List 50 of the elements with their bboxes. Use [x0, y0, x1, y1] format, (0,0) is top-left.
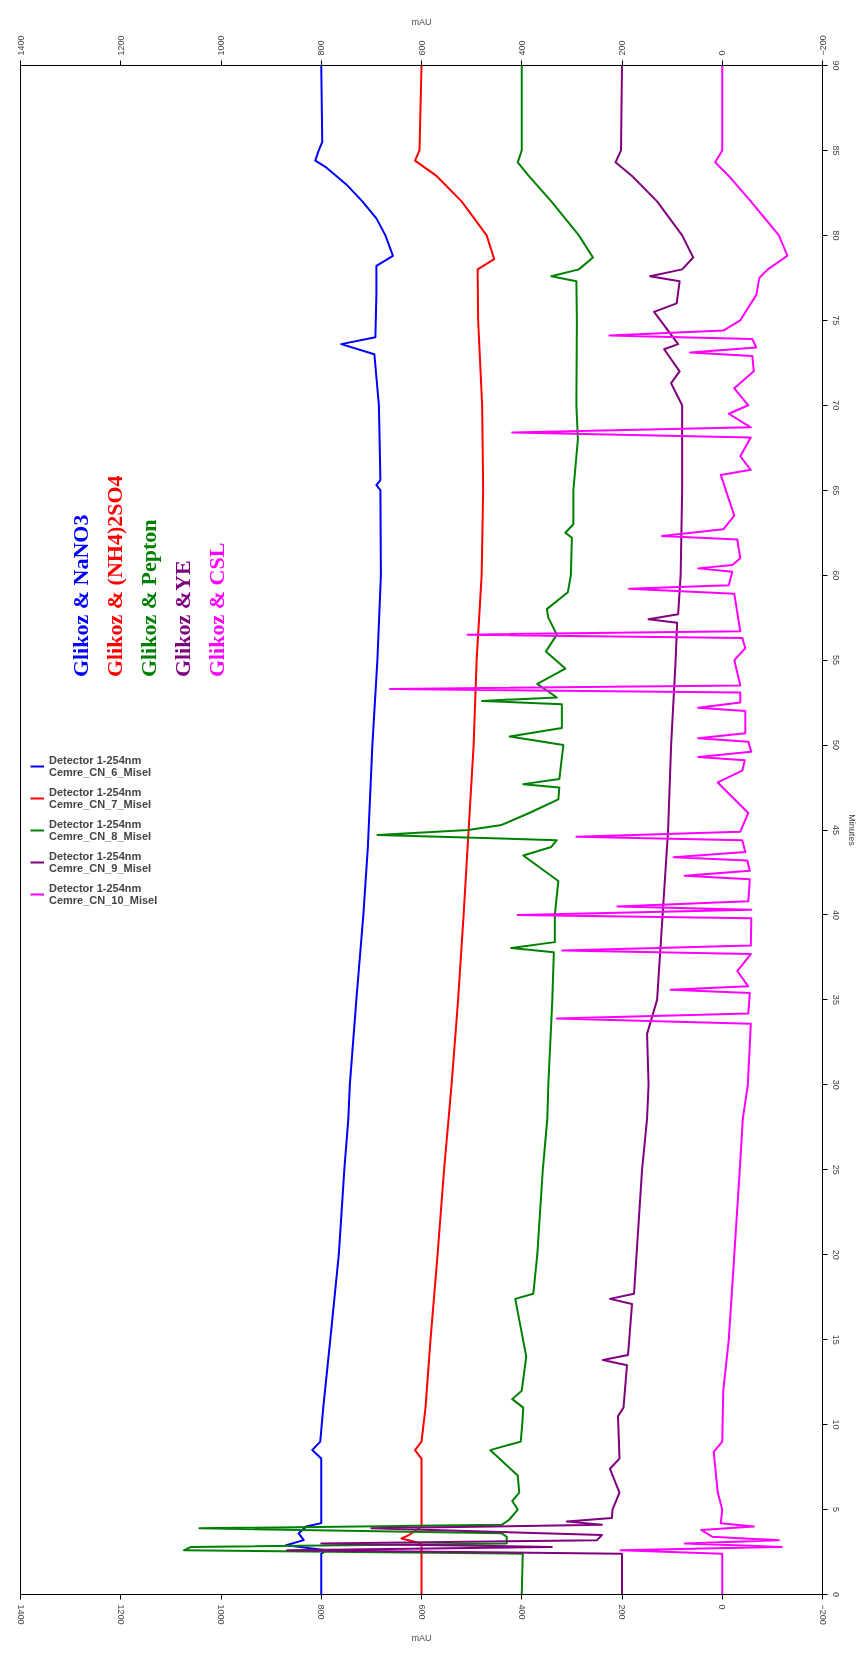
x-tick-label: 800: [316, 1604, 327, 1620]
x2-tick-label: 600: [416, 40, 427, 56]
y-tick-label: 0: [830, 1592, 841, 1598]
x2-tick-label: 400: [516, 40, 527, 56]
legend-label: Detector 1-254nm Cemre_CN_7_Misel: [49, 785, 152, 810]
x2-tick-label: 0: [717, 50, 728, 56]
x2-tick-label: 1200: [115, 35, 126, 56]
y-axis-title: Minutes: [846, 814, 857, 847]
x-tick-label: −200: [817, 1604, 828, 1625]
y-tick-label: 80: [830, 230, 841, 241]
y-tick-label: 60: [830, 570, 841, 581]
legend-label: Detector 1-254nm Cemre_CN_10_Misel: [49, 881, 158, 906]
y-tick-label: 45: [830, 824, 841, 836]
y-tick-label: 30: [830, 1079, 841, 1090]
x-axis-title: mAU: [411, 1632, 432, 1643]
x2-tick-label: 1400: [15, 35, 26, 56]
y-tick-label: 55: [830, 655, 841, 666]
y-tick-label: 50: [830, 740, 841, 751]
y-tick-label: 10: [830, 1419, 841, 1430]
annotation: Glikoz & NaNO3: [68, 514, 94, 678]
y-tick-label: 25: [830, 1164, 841, 1175]
y-tick-label: 40: [830, 909, 841, 920]
x2-tick-label: 200: [617, 40, 627, 56]
x-tick-label: 1400: [15, 1604, 26, 1625]
annotation: Glikoz & (NH4)2SO4: [102, 475, 128, 678]
y-tick-label: 35: [830, 994, 841, 1005]
y-tick-label: 15: [830, 1334, 841, 1345]
annotation: Glikoz & Pepton: [136, 519, 162, 678]
y-tick-label: 5: [830, 1507, 841, 1513]
x-tick-label: 400: [516, 1604, 527, 1620]
annotation: Glikoz &YE: [170, 560, 196, 678]
y-tick-label: 70: [830, 400, 841, 411]
x-tick-label: 600: [416, 1604, 427, 1620]
x2-tick-label: 1000: [216, 35, 226, 56]
x-tick-label: 200: [617, 1604, 627, 1620]
x-tick-label: 1200: [115, 1604, 126, 1625]
legend-label: Detector 1-254nm Cemre_CN_8_Misel: [49, 817, 152, 842]
y-tick-label: 75: [830, 315, 841, 326]
legend-label: Detector 1-254nm Cemre_CN_6_Misel: [49, 753, 152, 778]
x2-tick-label: 800: [316, 40, 327, 56]
x2-tick-label: −200: [817, 35, 828, 56]
y-tick-label: 90: [830, 60, 841, 71]
x-tick-label: 0: [717, 1604, 728, 1610]
x2-axis-title: mAU: [411, 17, 432, 28]
y-tick-label: 65: [830, 485, 841, 496]
x-tick-label: 1000: [216, 1604, 226, 1625]
legend-label: Detector 1-254nm Cemre_CN_9_Misel: [49, 849, 152, 874]
y-tick-label: 85: [830, 145, 841, 156]
annotation: Glikoz & CSL: [204, 542, 230, 678]
y-tick-label: 20: [830, 1249, 841, 1260]
